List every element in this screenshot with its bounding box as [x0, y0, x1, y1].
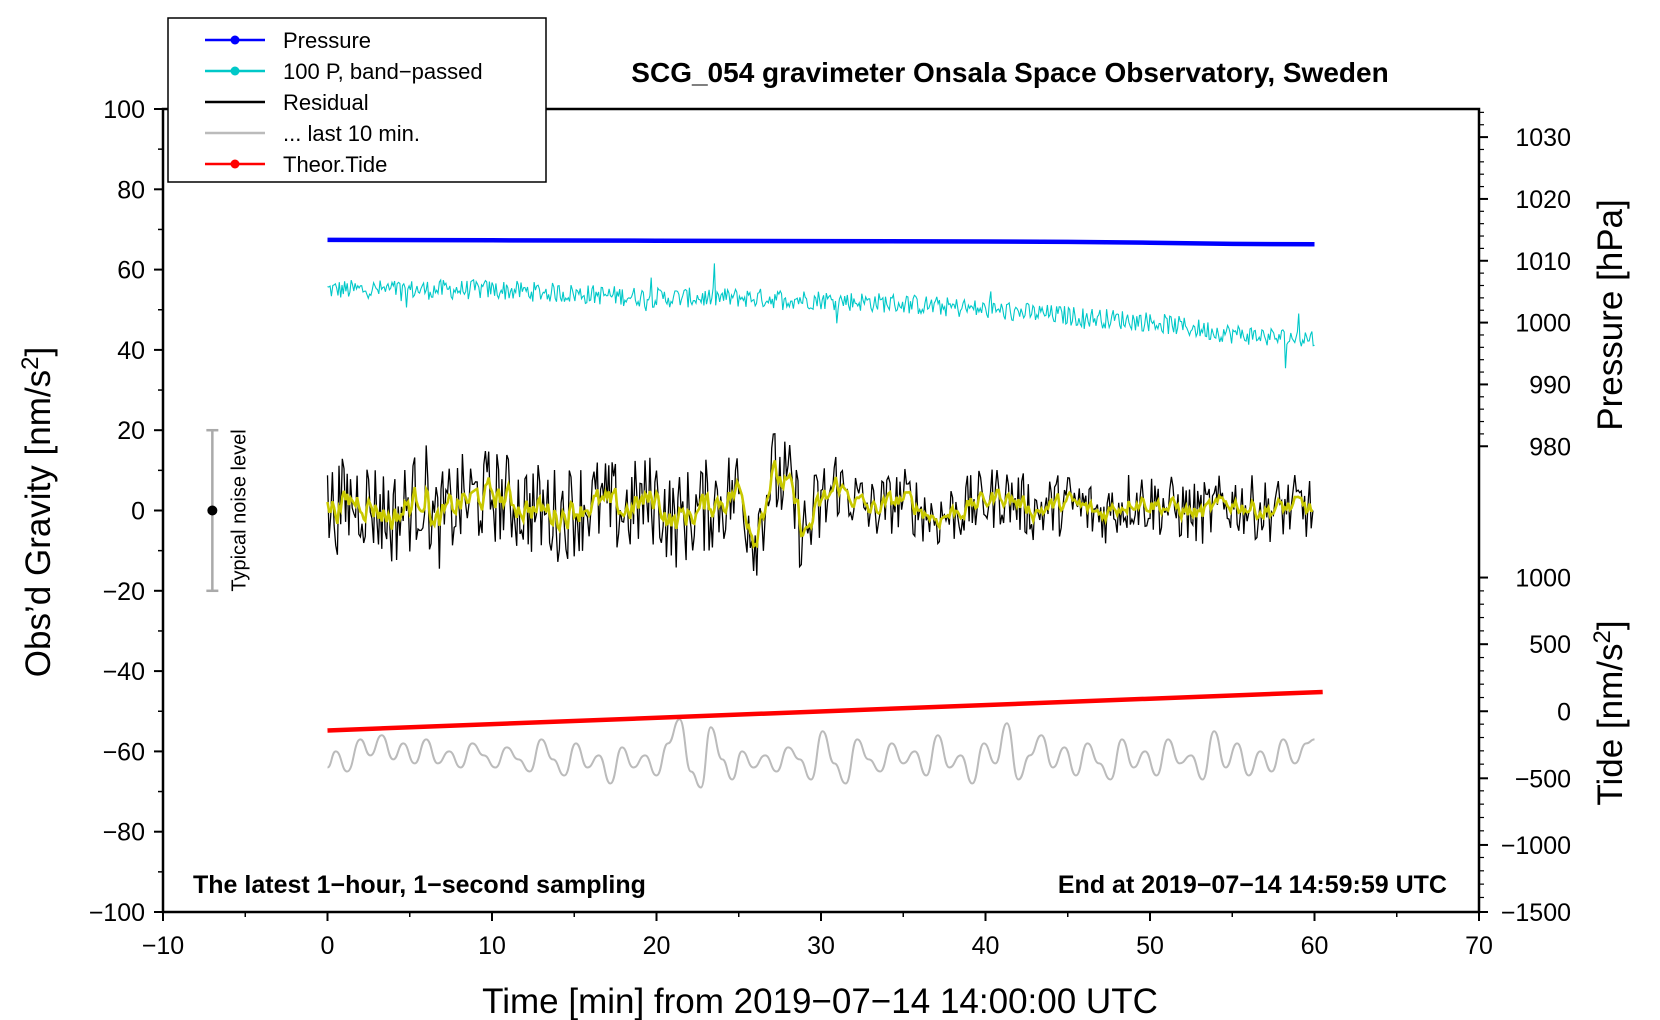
- y-tick-label: 60: [117, 257, 145, 285]
- legend-entry: 100 P, band−passed: [205, 59, 483, 84]
- y-axis-tide-title: Tide [nm/s2]: [1589, 620, 1630, 805]
- x-tick-label: 60: [1301, 932, 1329, 960]
- y-tick-label: 80: [117, 176, 145, 204]
- y-axis-pressure: 1030 1020 1010 1000 990 980: [1479, 111, 1571, 461]
- y-tick-label: 20: [117, 417, 145, 445]
- tide-tick-label: −1500: [1501, 899, 1571, 927]
- legend-marker: [230, 66, 240, 76]
- series-bandpassed-pressure: [327, 263, 1315, 369]
- legend-marker: [230, 159, 240, 169]
- x-tick-label: 30: [807, 932, 835, 960]
- noise-bar: Typical noise level: [206, 428, 250, 593]
- tide-tick-label: 1000: [1515, 565, 1571, 593]
- x-tick-label: 50: [1136, 932, 1164, 960]
- note-end-time: End at 2019−07−14 14:59:59 UTC: [1058, 871, 1447, 899]
- series-residual: [326, 433, 1314, 576]
- series-residual-smoothed: [326, 460, 1313, 550]
- x-tick-label: −10: [142, 932, 184, 960]
- legend-label: Pressure: [283, 28, 371, 53]
- x-tick-label: 0: [321, 932, 335, 960]
- tide-tick-label: 500: [1529, 631, 1571, 659]
- legend-entry: Residual: [205, 90, 369, 115]
- pressure-tick-label: 990: [1529, 371, 1571, 399]
- legend-entry: Theor.Tide: [205, 152, 387, 177]
- pressure-tick-label: 1000: [1515, 310, 1571, 338]
- legend-box: [167, 17, 547, 183]
- noise-bar-center-dot: [207, 505, 218, 516]
- x-axis: −10 0 10 20 30 40 50 60 70: [142, 912, 1493, 960]
- pressure-tick-label: 1020: [1515, 186, 1571, 214]
- legend-entry: ... last 10 min.: [205, 121, 420, 146]
- y-axis-tide: 1000 500 0 −500 −1000 −1500: [1479, 565, 1571, 927]
- pressure-tick-label: 1010: [1515, 248, 1571, 276]
- y-tick-label: −60: [103, 738, 145, 766]
- legend-label: Theor.Tide: [283, 152, 387, 177]
- y-axis-left: 100 80 60 40 20 0 −20 −40 −60 −80 −100: [89, 96, 163, 927]
- tide-tick-label: 0: [1557, 698, 1571, 726]
- x-tick-label: 20: [643, 932, 671, 960]
- y-tick-label: −40: [103, 658, 145, 686]
- legend-marker: [230, 35, 240, 45]
- series-layer: [326, 237, 1323, 789]
- series-theor-tide: [327, 689, 1323, 733]
- legend-label: ... last 10 min.: [283, 121, 420, 146]
- chart-title: SCG_054 gravimeter Onsala Space Observat…: [631, 57, 1388, 88]
- legend-label: 100 P, band−passed: [283, 59, 483, 84]
- legend-label: Residual: [283, 90, 369, 115]
- tide-tick-label: −500: [1515, 765, 1571, 793]
- x-tick-label: 10: [478, 932, 506, 960]
- y-tick-label: 0: [131, 498, 145, 526]
- note-sampling: The latest 1−hour, 1−second sampling: [193, 871, 646, 899]
- noise-bar-label: Typical noise level: [228, 429, 250, 591]
- tide-tick-label: −1000: [1501, 832, 1571, 860]
- x-tick-label: 40: [972, 932, 1000, 960]
- pressure-tick-label: 1030: [1515, 124, 1571, 152]
- series-last-10-min: [327, 718, 1315, 789]
- x-tick-label: 70: [1465, 932, 1493, 960]
- y-tick-label: 100: [103, 96, 145, 124]
- y-axis-left-title: Obs’d Gravity [nm/s2]: [17, 347, 58, 677]
- legend: Pressure 100 P, band−passed Residual ... la…: [167, 17, 547, 183]
- y-tick-label: −100: [89, 899, 145, 927]
- y-tick-label: −80: [103, 819, 145, 847]
- series-pressure: [327, 237, 1315, 247]
- pressure-tick-label: 980: [1529, 433, 1571, 461]
- y-tick-label: 40: [117, 337, 145, 365]
- y-tick-label: −20: [103, 578, 145, 606]
- y-axis-pressure-title: Pressure [hPa]: [1591, 199, 1630, 431]
- x-axis-title: Time [min] from 2019−07−14 14:00:00 UTC: [482, 982, 1158, 1020]
- legend-entry: Pressure: [205, 28, 371, 53]
